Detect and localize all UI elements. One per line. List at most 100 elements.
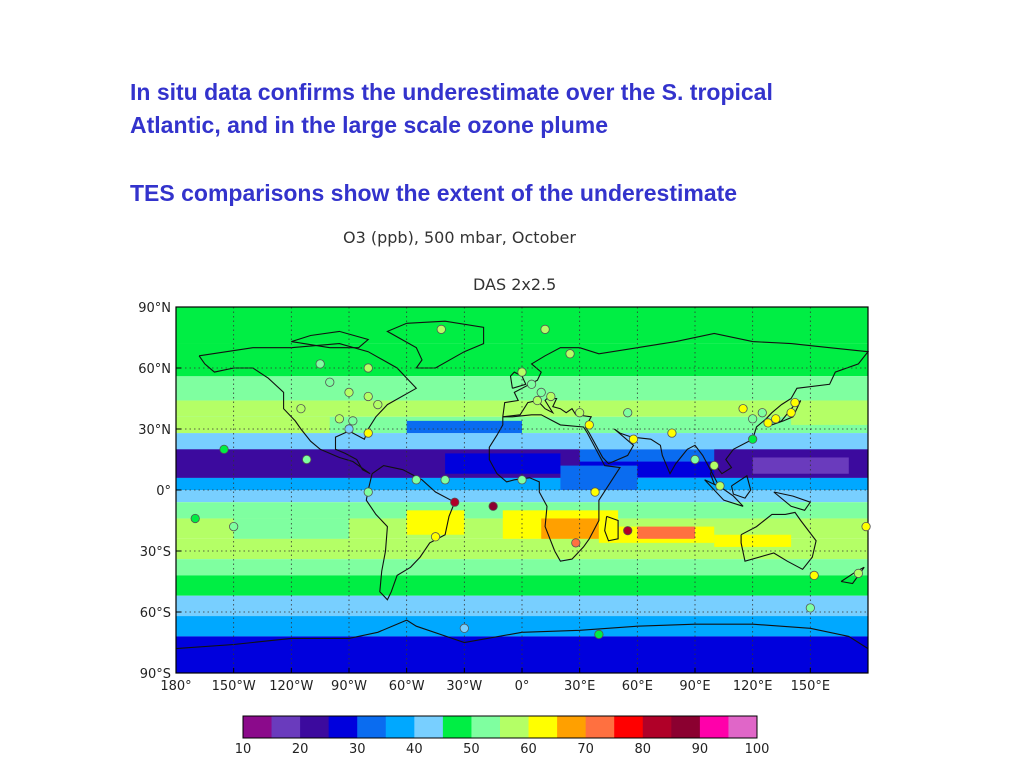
field-patch xyxy=(406,510,465,535)
coastline xyxy=(291,330,370,349)
station-marker xyxy=(348,416,358,426)
colorbar-tick-label: 100 xyxy=(745,742,770,757)
station-marker xyxy=(575,408,585,418)
station-marker xyxy=(527,379,537,389)
station-marker xyxy=(334,414,344,424)
station-marker xyxy=(219,444,229,454)
colorbar-swatch xyxy=(300,716,330,738)
coastline xyxy=(175,619,869,650)
coastline xyxy=(488,414,621,562)
station-marker xyxy=(302,454,312,465)
field-patch xyxy=(406,420,522,434)
coastline xyxy=(840,566,865,585)
field-patch xyxy=(445,453,561,474)
field-patch xyxy=(752,457,849,474)
lon-tick-label: 180° xyxy=(160,679,191,694)
station-marker xyxy=(190,513,200,524)
colorbar-swatch xyxy=(585,716,615,738)
colorbar-tick-label: 40 xyxy=(406,742,423,757)
station-marker xyxy=(436,324,446,334)
station-marker xyxy=(363,391,373,402)
lon-tick-label: 60°E xyxy=(622,679,653,694)
station-marker xyxy=(571,538,581,548)
colorbar-swatch xyxy=(357,716,387,738)
station-marker xyxy=(459,623,469,633)
field-patch xyxy=(791,400,868,425)
colorbar-frame xyxy=(242,715,758,739)
field-band xyxy=(176,400,868,417)
station-marker xyxy=(344,424,354,434)
station-marker xyxy=(325,377,335,387)
coastline xyxy=(386,320,485,369)
lat-tick-label: 90°N xyxy=(138,301,171,316)
lat-tick-label: 30°S xyxy=(140,545,171,560)
colorbar-tick-label: 80 xyxy=(635,742,652,757)
station-marker xyxy=(373,399,383,410)
field-patch xyxy=(541,518,599,539)
station-marker xyxy=(440,475,450,485)
lon-tick-label: 30°E xyxy=(564,679,595,694)
station-marker xyxy=(628,434,639,444)
lon-tick-label: 120°E xyxy=(733,679,773,694)
lat-tick-label: 0° xyxy=(156,484,171,499)
station-marker xyxy=(771,414,781,424)
lon-tick-label: 30°W xyxy=(446,679,482,694)
station-marker xyxy=(715,481,725,491)
latitude-axis: 90°N 60°N 30°N 0° 30°S 60°S 90°S xyxy=(138,301,181,682)
coastline xyxy=(365,465,456,601)
lon-tick-label: 60°W xyxy=(389,679,425,694)
graticule xyxy=(176,307,868,673)
colorbar-tick-label: 20 xyxy=(292,742,309,757)
station-marker xyxy=(786,408,796,418)
station-marker xyxy=(517,475,527,485)
station-marker xyxy=(363,428,373,438)
lat-tick-label: 30°N xyxy=(138,423,171,438)
station-marker xyxy=(488,501,498,511)
lon-tick-label: 90°E xyxy=(679,679,710,694)
field-patch xyxy=(176,416,330,434)
station-marker xyxy=(540,324,550,334)
field-patch xyxy=(560,465,638,490)
station-marker xyxy=(738,404,748,414)
field-band xyxy=(176,538,868,560)
station-marker xyxy=(763,418,773,428)
colorbar-swatch xyxy=(471,716,501,738)
coastline xyxy=(773,491,812,511)
colorbar-swatch xyxy=(271,716,301,738)
colorbar-tick-label: 70 xyxy=(577,742,594,757)
station-marker xyxy=(565,349,575,359)
slide-headline-1: In situ data confirms the underestimate … xyxy=(130,79,773,138)
lat-tick-label: 60°S xyxy=(140,606,171,621)
colorbar-swatch xyxy=(442,716,472,738)
colorbar-tick-label: 90 xyxy=(692,742,709,757)
station-marker xyxy=(623,526,633,536)
colorbar-tick-label: 60 xyxy=(520,742,537,757)
colorbar-ticks: 10 20 30 40 50 60 70 80 90 100 xyxy=(235,742,770,757)
colorbar xyxy=(242,715,758,739)
colorbar-swatch xyxy=(528,716,558,738)
colorbar-tick-label: 30 xyxy=(349,742,366,757)
figure-subtitle: DAS 2x2.5 xyxy=(473,275,557,294)
station-markers xyxy=(190,324,871,639)
longitude-axis: 180° 150°W 120°W 90°W 60°W 30°W 0° 30°E 60°E 90°E… xyxy=(160,668,830,694)
coastline xyxy=(771,400,802,426)
lat-tick-label: 90°S xyxy=(140,667,171,682)
station-marker xyxy=(296,404,306,414)
station-marker xyxy=(709,460,719,471)
station-marker xyxy=(790,397,800,408)
colorbar-swatch xyxy=(385,716,415,738)
station-marker xyxy=(748,414,758,424)
station-marker xyxy=(532,395,542,406)
station-marker xyxy=(546,391,556,402)
station-marker xyxy=(853,568,863,578)
figure-title: O3 (ppb), 500 mbar, October xyxy=(343,228,576,247)
colorbar-swatch xyxy=(699,716,729,738)
station-marker xyxy=(623,408,633,418)
field-band xyxy=(176,616,868,637)
coastline xyxy=(604,515,619,542)
colorbar-tick-label: 10 xyxy=(235,742,252,757)
station-marker xyxy=(861,521,871,532)
lon-tick-label: 150°E xyxy=(791,679,831,694)
coastlines xyxy=(175,320,870,650)
colorbar-swatch xyxy=(414,716,444,738)
